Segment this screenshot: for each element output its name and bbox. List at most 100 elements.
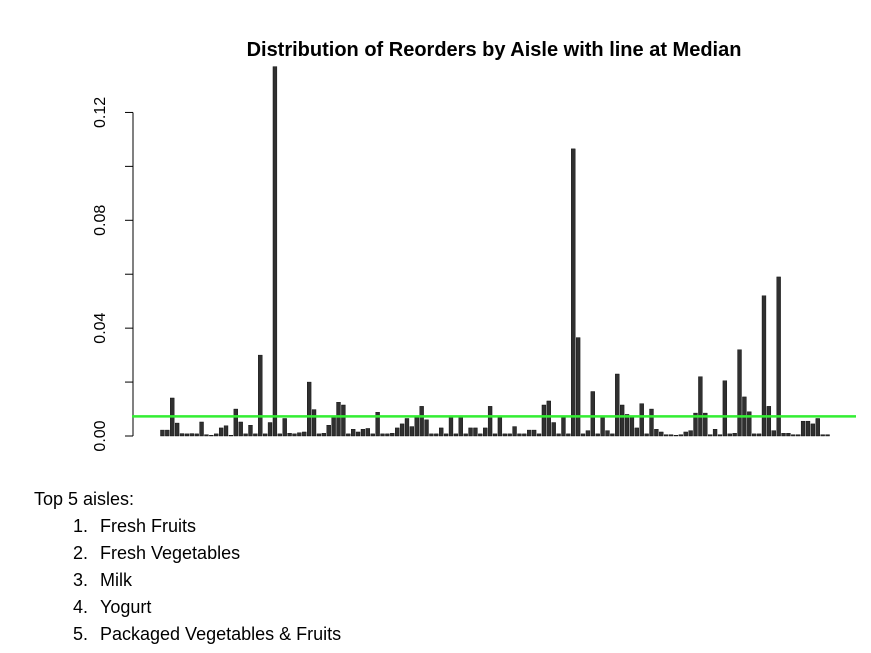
bar	[424, 419, 429, 437]
bar	[615, 373, 620, 437]
bar	[355, 431, 361, 437]
bar	[468, 427, 473, 437]
bar	[546, 400, 551, 437]
bar	[223, 425, 229, 437]
bar	[791, 434, 796, 437]
bar	[810, 423, 816, 437]
bar	[302, 431, 307, 437]
bar	[693, 412, 698, 437]
top-aisles-block: Top 5 aisles: 1. Fresh Fruits 2. Fresh Veg…	[34, 486, 634, 648]
bar	[307, 381, 312, 437]
bar	[492, 433, 498, 437]
bar	[184, 433, 190, 437]
bar	[766, 406, 772, 437]
bar	[585, 430, 591, 437]
bar	[698, 376, 703, 437]
bar	[331, 416, 336, 437]
bar	[199, 421, 204, 437]
bar	[336, 402, 341, 437]
bar	[771, 430, 776, 437]
bar-chart: Distribution of Reorders by Aisle with l…	[92, 39, 856, 452]
list-item: 2. Fresh Vegetables	[34, 540, 634, 567]
list-item-label: Fresh Fruits	[100, 516, 197, 536]
bar	[404, 418, 410, 437]
bar	[311, 409, 317, 437]
bar	[502, 433, 507, 437]
bar	[473, 427, 478, 437]
bar	[297, 432, 302, 437]
bar	[214, 433, 219, 437]
bar	[708, 434, 713, 437]
bar	[204, 434, 209, 437]
bar	[497, 417, 503, 437]
bar	[610, 433, 615, 437]
bar	[209, 434, 214, 437]
bar	[624, 414, 630, 437]
bar	[326, 425, 331, 437]
bar	[419, 406, 424, 437]
bar	[639, 403, 644, 437]
bar	[531, 429, 537, 437]
top-aisles-heading: Top 5 aisles:	[34, 489, 135, 509]
bar	[390, 433, 395, 437]
bar	[673, 434, 679, 437]
list-item-label: Packaged Vegetables & Fruits	[100, 624, 342, 644]
bar	[414, 417, 419, 437]
bar	[316, 433, 322, 437]
bar	[781, 433, 786, 437]
y-tick-label: 0.08	[92, 205, 109, 236]
bar	[346, 433, 351, 437]
bar	[272, 66, 278, 437]
bar	[815, 418, 820, 437]
bar	[727, 433, 732, 437]
bar	[238, 421, 243, 437]
bar	[385, 433, 390, 437]
bar	[561, 417, 566, 437]
y-tick-label: 0.00	[92, 420, 109, 451]
bar	[703, 412, 708, 437]
bar	[668, 434, 674, 437]
list-item: 1. Fresh Fruits	[34, 513, 634, 540]
bar	[399, 423, 405, 437]
bar	[747, 411, 752, 437]
bar	[370, 433, 375, 437]
list-item-label: Fresh Vegetables	[100, 543, 241, 563]
bar	[248, 425, 253, 437]
bar	[805, 420, 811, 437]
bar	[487, 406, 493, 437]
list-item-label: Milk	[100, 570, 132, 590]
bar	[458, 416, 463, 437]
bar	[517, 433, 522, 437]
bar	[551, 422, 556, 437]
bar	[434, 433, 439, 437]
bar	[664, 434, 669, 437]
bars	[160, 66, 830, 437]
bar	[409, 426, 415, 437]
bar	[463, 433, 468, 437]
bar	[512, 426, 517, 437]
bar	[659, 431, 664, 437]
bar	[600, 416, 605, 437]
bar	[649, 408, 654, 437]
bar	[683, 431, 688, 437]
bar	[507, 433, 512, 437]
top-aisles-list: 1. Fresh Fruits 2. Fresh Vegetables 3. Milk…	[34, 513, 634, 648]
bar	[258, 354, 263, 437]
bar	[776, 276, 781, 437]
bar	[267, 422, 273, 437]
bar	[590, 391, 595, 437]
y-axis: 0.00 0.04 0.08 0.12	[92, 97, 134, 452]
bar	[634, 427, 639, 437]
bar	[429, 433, 434, 437]
bar	[478, 433, 483, 437]
bar	[179, 433, 185, 437]
bar	[732, 433, 737, 437]
y-tick-label: 0.04	[92, 312, 109, 343]
bar	[218, 427, 224, 437]
bar	[756, 433, 762, 437]
bar	[580, 433, 586, 437]
bar	[448, 416, 454, 437]
bar	[321, 433, 326, 437]
list-item-number: 1.	[72, 516, 88, 536]
bar	[160, 429, 165, 437]
